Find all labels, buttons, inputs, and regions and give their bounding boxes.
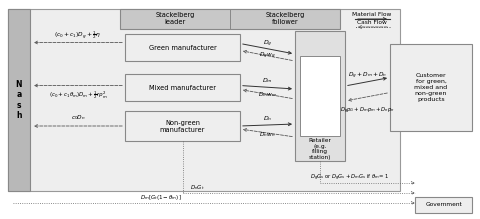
Text: $D_g p_G + D_m p_m + D_n p_n$: $D_g p_G + D_m p_m + D_n p_n$	[340, 106, 395, 116]
Text: $D_g w_g$: $D_g w_g$	[259, 51, 276, 61]
Text: $D_m[G_t(1-\theta_m)]$: $D_m[G_t(1-\theta_m)]$	[140, 194, 181, 203]
Text: N
a
s
h: N a s h	[16, 80, 22, 120]
Text: Cash Flow: Cash Flow	[357, 21, 387, 25]
Text: Material Flow: Material Flow	[352, 12, 392, 16]
Text: $D_g + D_m + D_n$: $D_g + D_m + D_n$	[348, 71, 387, 81]
Bar	[125, 34, 240, 61]
Bar	[390, 44, 472, 131]
Text: $D_n G_t$: $D_n G_t$	[191, 184, 205, 193]
Text: Government: Government	[425, 203, 462, 207]
Bar	[300, 56, 340, 136]
Text: Stackelberg
follower: Stackelberg follower	[265, 12, 305, 25]
Text: Non-green
manufacturer: Non-green manufacturer	[160, 120, 205, 132]
Text: Customer
for green,
mixed and
non-green
products: Customer for green, mixed and non-green …	[414, 73, 447, 102]
Text: $D_n$: $D_n$	[263, 115, 272, 124]
Text: $D_n w_n$: $D_n w_n$	[259, 131, 276, 140]
Bar	[295, 31, 345, 161]
Text: $D_g G_s$ or $D_g G_s + D_m G_s$ if $\theta_m = 1$: $D_g G_s$ or $D_g G_s + D_m G_s$ if $\th…	[311, 173, 390, 183]
Bar	[415, 197, 472, 213]
Bar	[125, 111, 240, 141]
Bar	[8, 9, 400, 191]
Text: $c_0 D_n$: $c_0 D_n$	[71, 113, 85, 122]
Text: Stackelberg
leader: Stackelberg leader	[156, 12, 195, 25]
Text: $D_g$: $D_g$	[263, 39, 272, 49]
Text: Mixed manufacturer: Mixed manufacturer	[149, 85, 216, 90]
Text: Green manufacturer: Green manufacturer	[149, 44, 216, 51]
Text: $D_m$: $D_m$	[262, 77, 273, 85]
Text: Retailer
(e.g.
filling
station): Retailer (e.g. filling station)	[309, 138, 331, 160]
Text: $(c_0 + c_1)D_g + \frac{1}{2}\eta$: $(c_0 + c_1)D_g + \frac{1}{2}\eta$	[54, 30, 102, 41]
Bar	[125, 74, 240, 101]
Text: $D_m w_m$: $D_m w_m$	[258, 90, 277, 99]
Text: $(c_0 + c_1\theta_m)D_m + \frac{1}{2}r\rho_m^2$: $(c_0 + c_1\theta_m)D_m + \frac{1}{2}r\r…	[48, 90, 108, 101]
Bar	[120, 9, 340, 29]
Bar	[8, 9, 30, 191]
